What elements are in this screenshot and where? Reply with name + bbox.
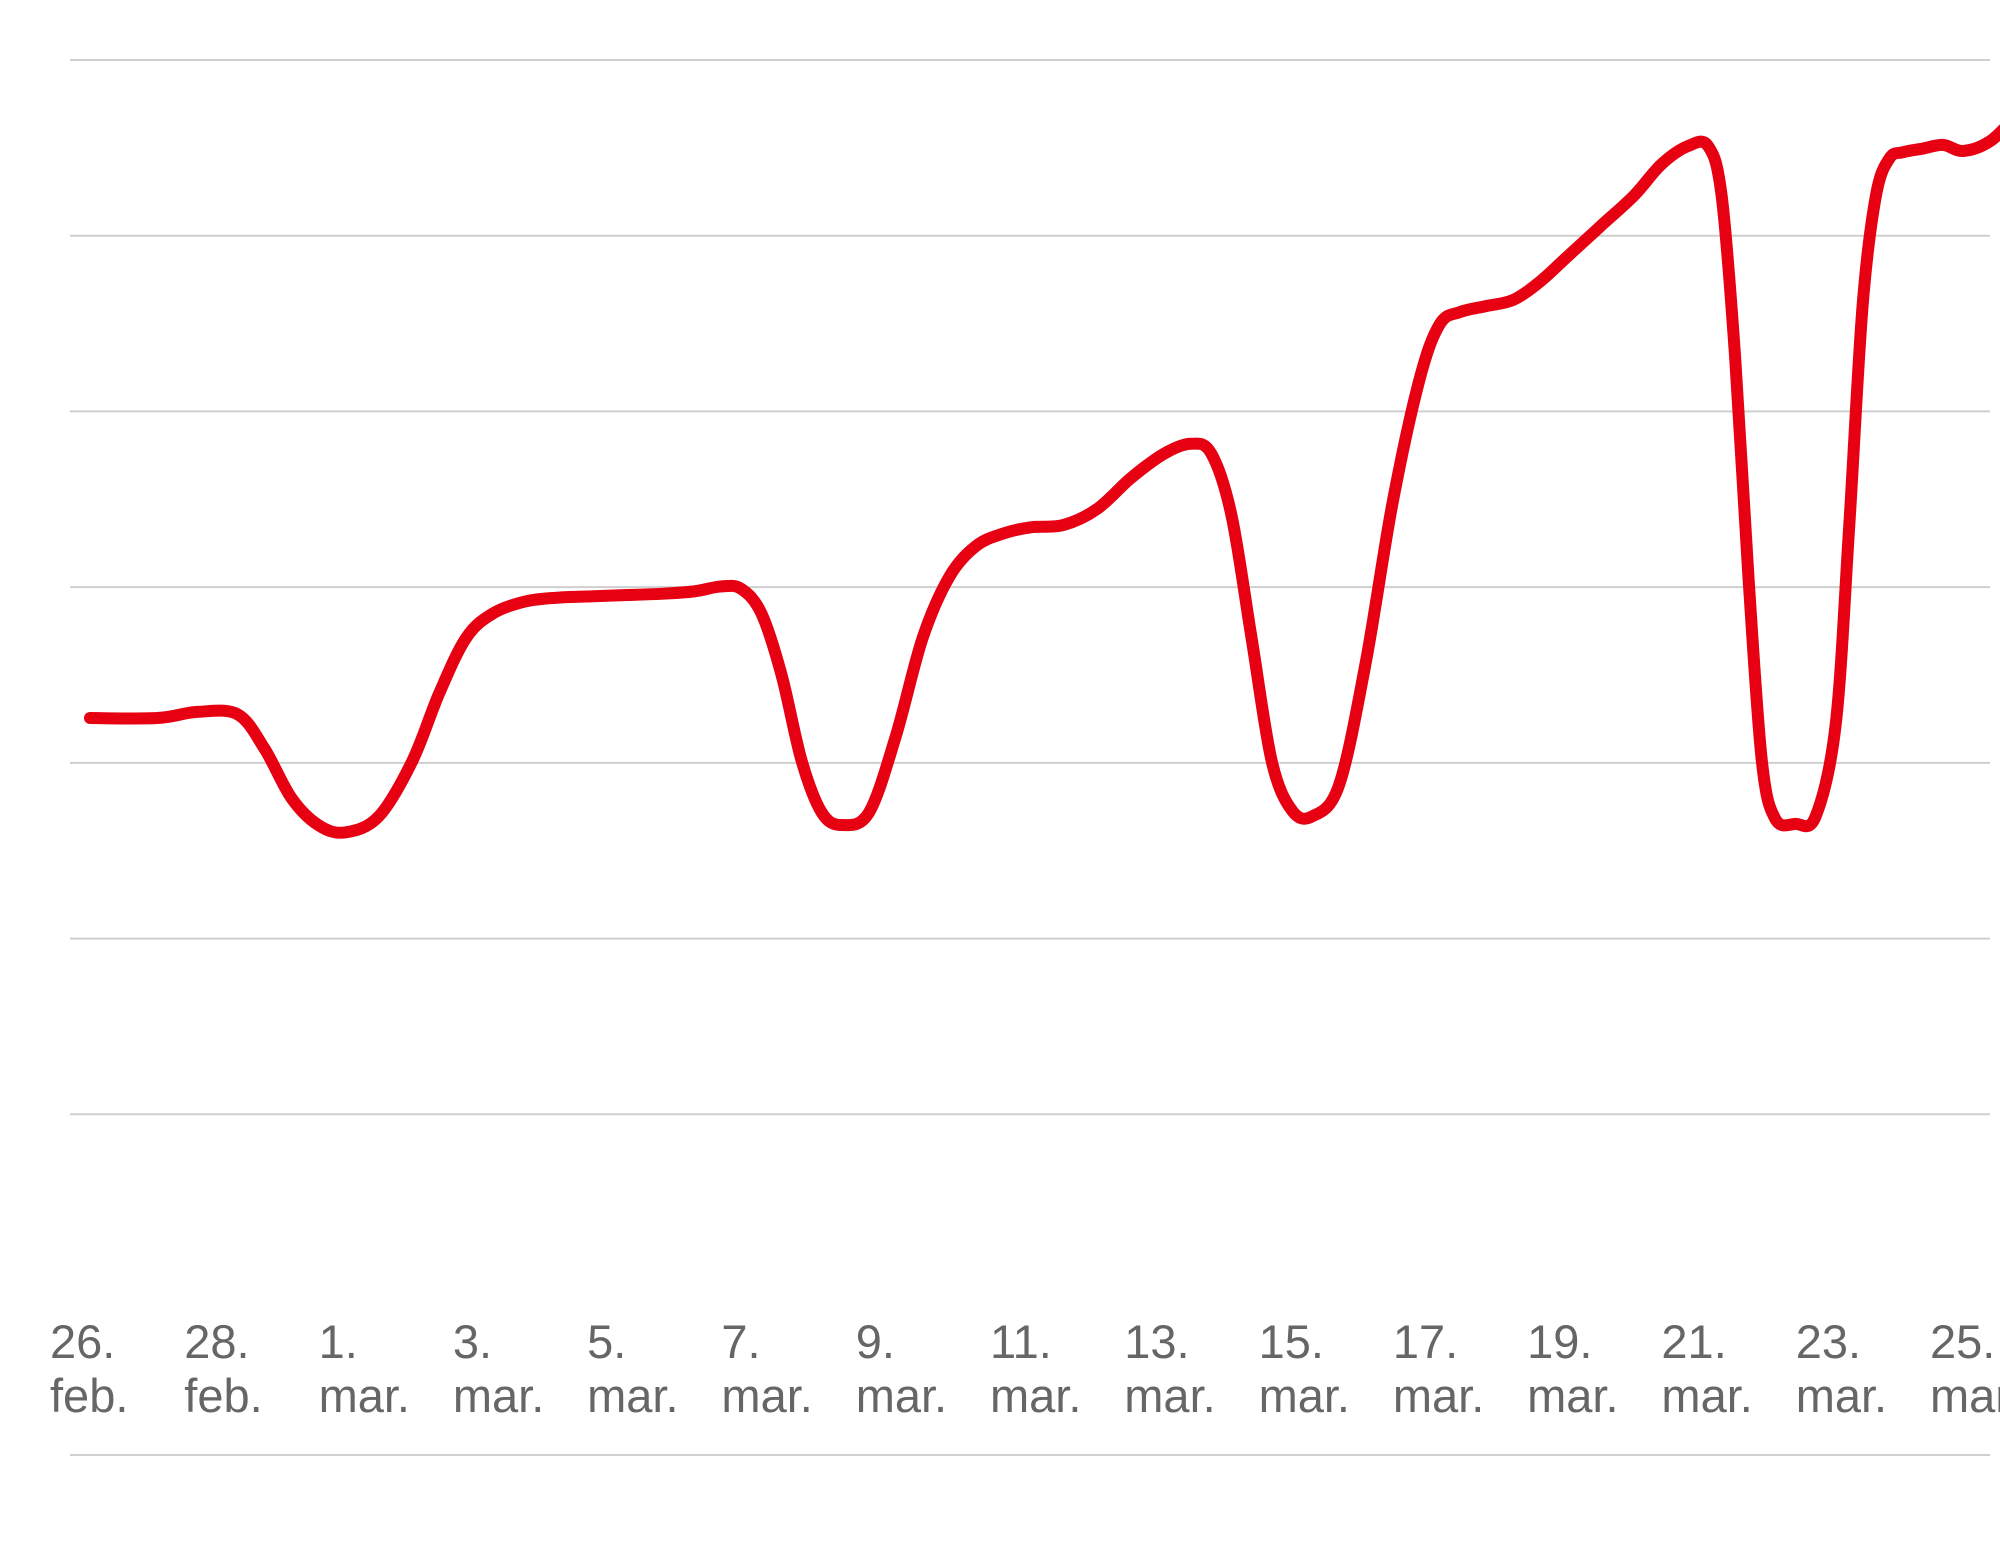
x-tick-month: mar. [1393, 1369, 1484, 1423]
x-tick-label: 17.mar. [1393, 1315, 1484, 1423]
x-tick-label: 9.mar. [856, 1315, 947, 1423]
x-tick-day: 13. [1124, 1315, 1215, 1369]
x-tick-month: mar. [319, 1369, 410, 1423]
x-tick-day: 28. [184, 1315, 262, 1369]
x-tick-month: mar. [990, 1369, 1081, 1423]
x-tick-label: 26.feb. [50, 1315, 128, 1423]
x-tick-label: 15.mar. [1259, 1315, 1350, 1423]
x-tick-day: 1. [319, 1315, 410, 1369]
x-tick-month: feb. [184, 1369, 262, 1423]
x-tick-month: feb. [50, 1369, 128, 1423]
x-tick-month: mar. [1930, 1369, 2000, 1423]
x-tick-label: 11.mar. [990, 1315, 1081, 1423]
x-tick-day: 7. [721, 1315, 812, 1369]
x-tick-month: mar. [1796, 1369, 1887, 1423]
x-tick-month: mar. [1527, 1369, 1618, 1423]
x-tick-month: mar. [1124, 1369, 1215, 1423]
x-tick-label: 7.mar. [721, 1315, 812, 1423]
x-tick-month: mar. [856, 1369, 947, 1423]
x-tick-label: 25.mar. [1930, 1315, 2000, 1423]
x-tick-day: 9. [856, 1315, 947, 1369]
x-tick-label: 5.mar. [587, 1315, 678, 1423]
x-tick-label: 3.mar. [453, 1315, 544, 1423]
x-tick-month: mar. [1661, 1369, 1752, 1423]
x-tick-day: 26. [50, 1315, 128, 1369]
x-tick-day: 5. [587, 1315, 678, 1369]
x-tick-month: mar. [587, 1369, 678, 1423]
x-tick-month: mar. [453, 1369, 544, 1423]
x-tick-day: 15. [1259, 1315, 1350, 1369]
x-tick-day: 17. [1393, 1315, 1484, 1369]
timeseries-chart: 26.feb.28.feb.1.mar.3.mar.5.mar.7.mar.9.… [0, 0, 2000, 1548]
x-tick-label: 21.mar. [1661, 1315, 1752, 1423]
x-tick-day: 19. [1527, 1315, 1618, 1369]
x-tick-label: 28.feb. [184, 1315, 262, 1423]
x-tick-day: 21. [1661, 1315, 1752, 1369]
x-tick-day: 11. [990, 1315, 1081, 1369]
x-tick-day: 3. [453, 1315, 544, 1369]
x-tick-month: mar. [721, 1369, 812, 1423]
x-tick-label: 23.mar. [1796, 1315, 1887, 1423]
x-tick-day: 25. [1930, 1315, 2000, 1369]
x-tick-month: mar. [1259, 1369, 1350, 1423]
x-tick-day: 23. [1796, 1315, 1887, 1369]
x-tick-label: 13.mar. [1124, 1315, 1215, 1423]
x-tick-label: 1.mar. [319, 1315, 410, 1423]
x-tick-label: 19.mar. [1527, 1315, 1618, 1423]
